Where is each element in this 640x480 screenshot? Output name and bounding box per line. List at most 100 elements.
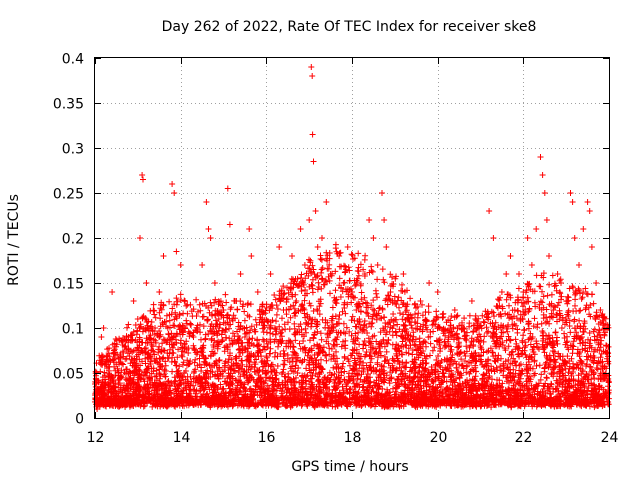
- data-point: [241, 308, 248, 315]
- data-point: [193, 296, 200, 303]
- data-point: [441, 374, 448, 381]
- data-point: [222, 291, 229, 298]
- data-point: [534, 324, 541, 331]
- data-point: [323, 352, 330, 358]
- data-point: [340, 320, 347, 327]
- data-point: [192, 356, 199, 363]
- data-point: [241, 317, 248, 324]
- data-point: [314, 328, 321, 335]
- data-point: [317, 330, 324, 337]
- data-point: [309, 289, 316, 296]
- data-point: [390, 311, 397, 317]
- data-point: [413, 305, 419, 311]
- data-point: [338, 263, 345, 270]
- data-point: [187, 301, 194, 308]
- data-point: [184, 357, 191, 364]
- data-point: [540, 293, 547, 300]
- data-point: [553, 287, 560, 294]
- data-point: [166, 317, 173, 324]
- data-point: [147, 307, 154, 314]
- data-point: [292, 337, 299, 344]
- data-point: [198, 336, 204, 343]
- data-point: [301, 297, 308, 304]
- data-point: [307, 268, 314, 275]
- data-point: [327, 290, 333, 297]
- data-point: [332, 245, 339, 252]
- data-point: [407, 295, 414, 302]
- data-point: [196, 301, 203, 308]
- data-point: [379, 266, 386, 273]
- data-point: [538, 371, 545, 378]
- data-point: [485, 366, 492, 373]
- data-point: [132, 322, 139, 328]
- data-point: [504, 328, 511, 335]
- data-point: [290, 344, 297, 351]
- data-point: [466, 312, 473, 319]
- data-point: [273, 318, 279, 325]
- data-point: [150, 301, 157, 308]
- data-point: [427, 352, 433, 359]
- data-point: [412, 311, 418, 318]
- data-point: [536, 283, 543, 290]
- data-point: [348, 317, 355, 324]
- data-point: [360, 341, 367, 348]
- data-point: [298, 271, 305, 278]
- data-point: [336, 312, 343, 318]
- data-point: [125, 321, 132, 328]
- data-point: [230, 330, 236, 337]
- data-point: [325, 265, 332, 272]
- data-point: [260, 336, 266, 343]
- data-point: [352, 330, 359, 337]
- data-point: [236, 347, 243, 353]
- data-point: [340, 360, 347, 367]
- data-point: [230, 312, 237, 319]
- data-point: [572, 302, 578, 309]
- data-point: [425, 303, 432, 310]
- data-point: [566, 323, 573, 329]
- data-point: [306, 256, 312, 263]
- data-point: [463, 343, 470, 350]
- data-point: [263, 329, 270, 336]
- data-point: [531, 315, 538, 322]
- data-point: [177, 291, 184, 298]
- data-point: [323, 357, 330, 364]
- data-point: [399, 316, 406, 323]
- data-point: [271, 292, 278, 298]
- data-point: [166, 298, 173, 305]
- data-point: [172, 359, 179, 366]
- data-point: [205, 316, 211, 323]
- data-point: [336, 275, 343, 282]
- data-point: [156, 328, 163, 334]
- data-point: [397, 310, 403, 317]
- data-point: [217, 381, 224, 388]
- data-point: [587, 302, 594, 308]
- data-point: [531, 357, 538, 364]
- data-point: [566, 317, 573, 324]
- data-point: [318, 256, 325, 263]
- data-point: [326, 345, 333, 352]
- data-point: [521, 326, 528, 333]
- data-point: [337, 249, 344, 256]
- data-point: [279, 315, 285, 322]
- data-point: [183, 317, 190, 324]
- data-point: [342, 268, 349, 275]
- data-point: [361, 338, 368, 344]
- data-point: [358, 289, 365, 296]
- data-point: [187, 321, 194, 328]
- data-point: [590, 300, 597, 307]
- data-point: [533, 362, 540, 369]
- data-point: [490, 309, 497, 316]
- data-point: [570, 308, 577, 315]
- data-point: [318, 336, 325, 343]
- data-point: [399, 281, 405, 288]
- data-point: [576, 308, 583, 314]
- data-point: [570, 338, 577, 345]
- data-point: [527, 341, 534, 348]
- data-point: [309, 282, 316, 289]
- data-point: [575, 372, 582, 379]
- data-point: [280, 283, 287, 290]
- data-point: [605, 383, 611, 390]
- data-point: [279, 400, 286, 407]
- data-points: [92, 64, 612, 412]
- data-point: [369, 320, 376, 326]
